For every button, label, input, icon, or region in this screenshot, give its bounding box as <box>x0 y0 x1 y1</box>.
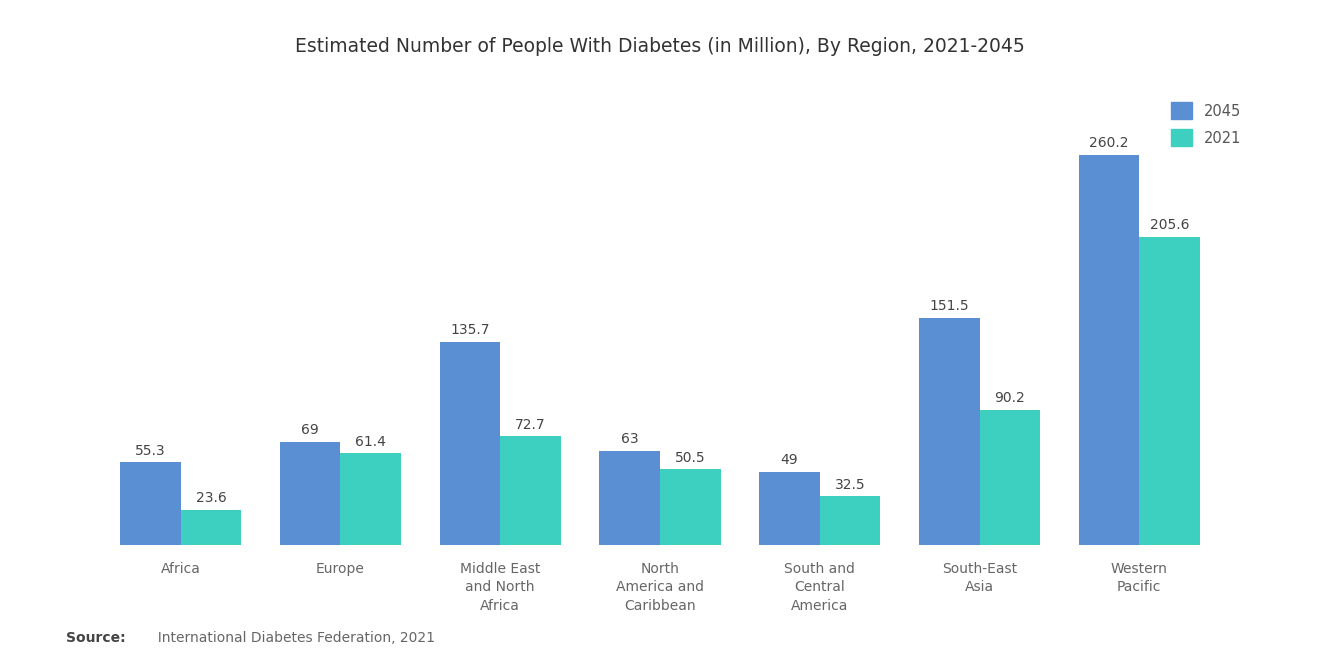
Text: 63: 63 <box>620 432 639 446</box>
Bar <box>599 451 660 545</box>
Text: 55.3: 55.3 <box>135 444 166 458</box>
Bar <box>341 453 401 545</box>
Bar <box>1078 154 1139 545</box>
Text: 260.2: 260.2 <box>1089 136 1129 150</box>
Bar <box>820 497 880 545</box>
Text: 23.6: 23.6 <box>195 491 227 505</box>
Text: 61.4: 61.4 <box>355 435 387 449</box>
Bar <box>919 318 979 545</box>
Text: 205.6: 205.6 <box>1150 218 1189 232</box>
Title: Estimated Number of People With Diabetes (in Million), By Region, 2021-2045: Estimated Number of People With Diabetes… <box>296 37 1024 56</box>
Text: 72.7: 72.7 <box>515 418 546 432</box>
Bar <box>660 469 721 545</box>
Bar <box>500 436 561 545</box>
Text: 151.5: 151.5 <box>929 299 969 313</box>
Bar <box>181 510 242 545</box>
Text: 50.5: 50.5 <box>675 451 706 465</box>
Text: 90.2: 90.2 <box>994 391 1026 406</box>
Bar <box>280 442 341 545</box>
Bar <box>120 462 181 545</box>
Legend: 2045, 2021: 2045, 2021 <box>1166 96 1246 152</box>
Text: 135.7: 135.7 <box>450 323 490 337</box>
Bar <box>759 471 820 545</box>
Bar <box>979 410 1040 545</box>
Bar <box>440 342 500 545</box>
Text: 69: 69 <box>301 423 319 437</box>
Text: International Diabetes Federation, 2021: International Diabetes Federation, 2021 <box>149 630 436 645</box>
Text: 49: 49 <box>780 454 799 467</box>
Text: Source:: Source: <box>66 630 125 645</box>
Text: 32.5: 32.5 <box>834 478 866 492</box>
Bar <box>1139 237 1200 545</box>
